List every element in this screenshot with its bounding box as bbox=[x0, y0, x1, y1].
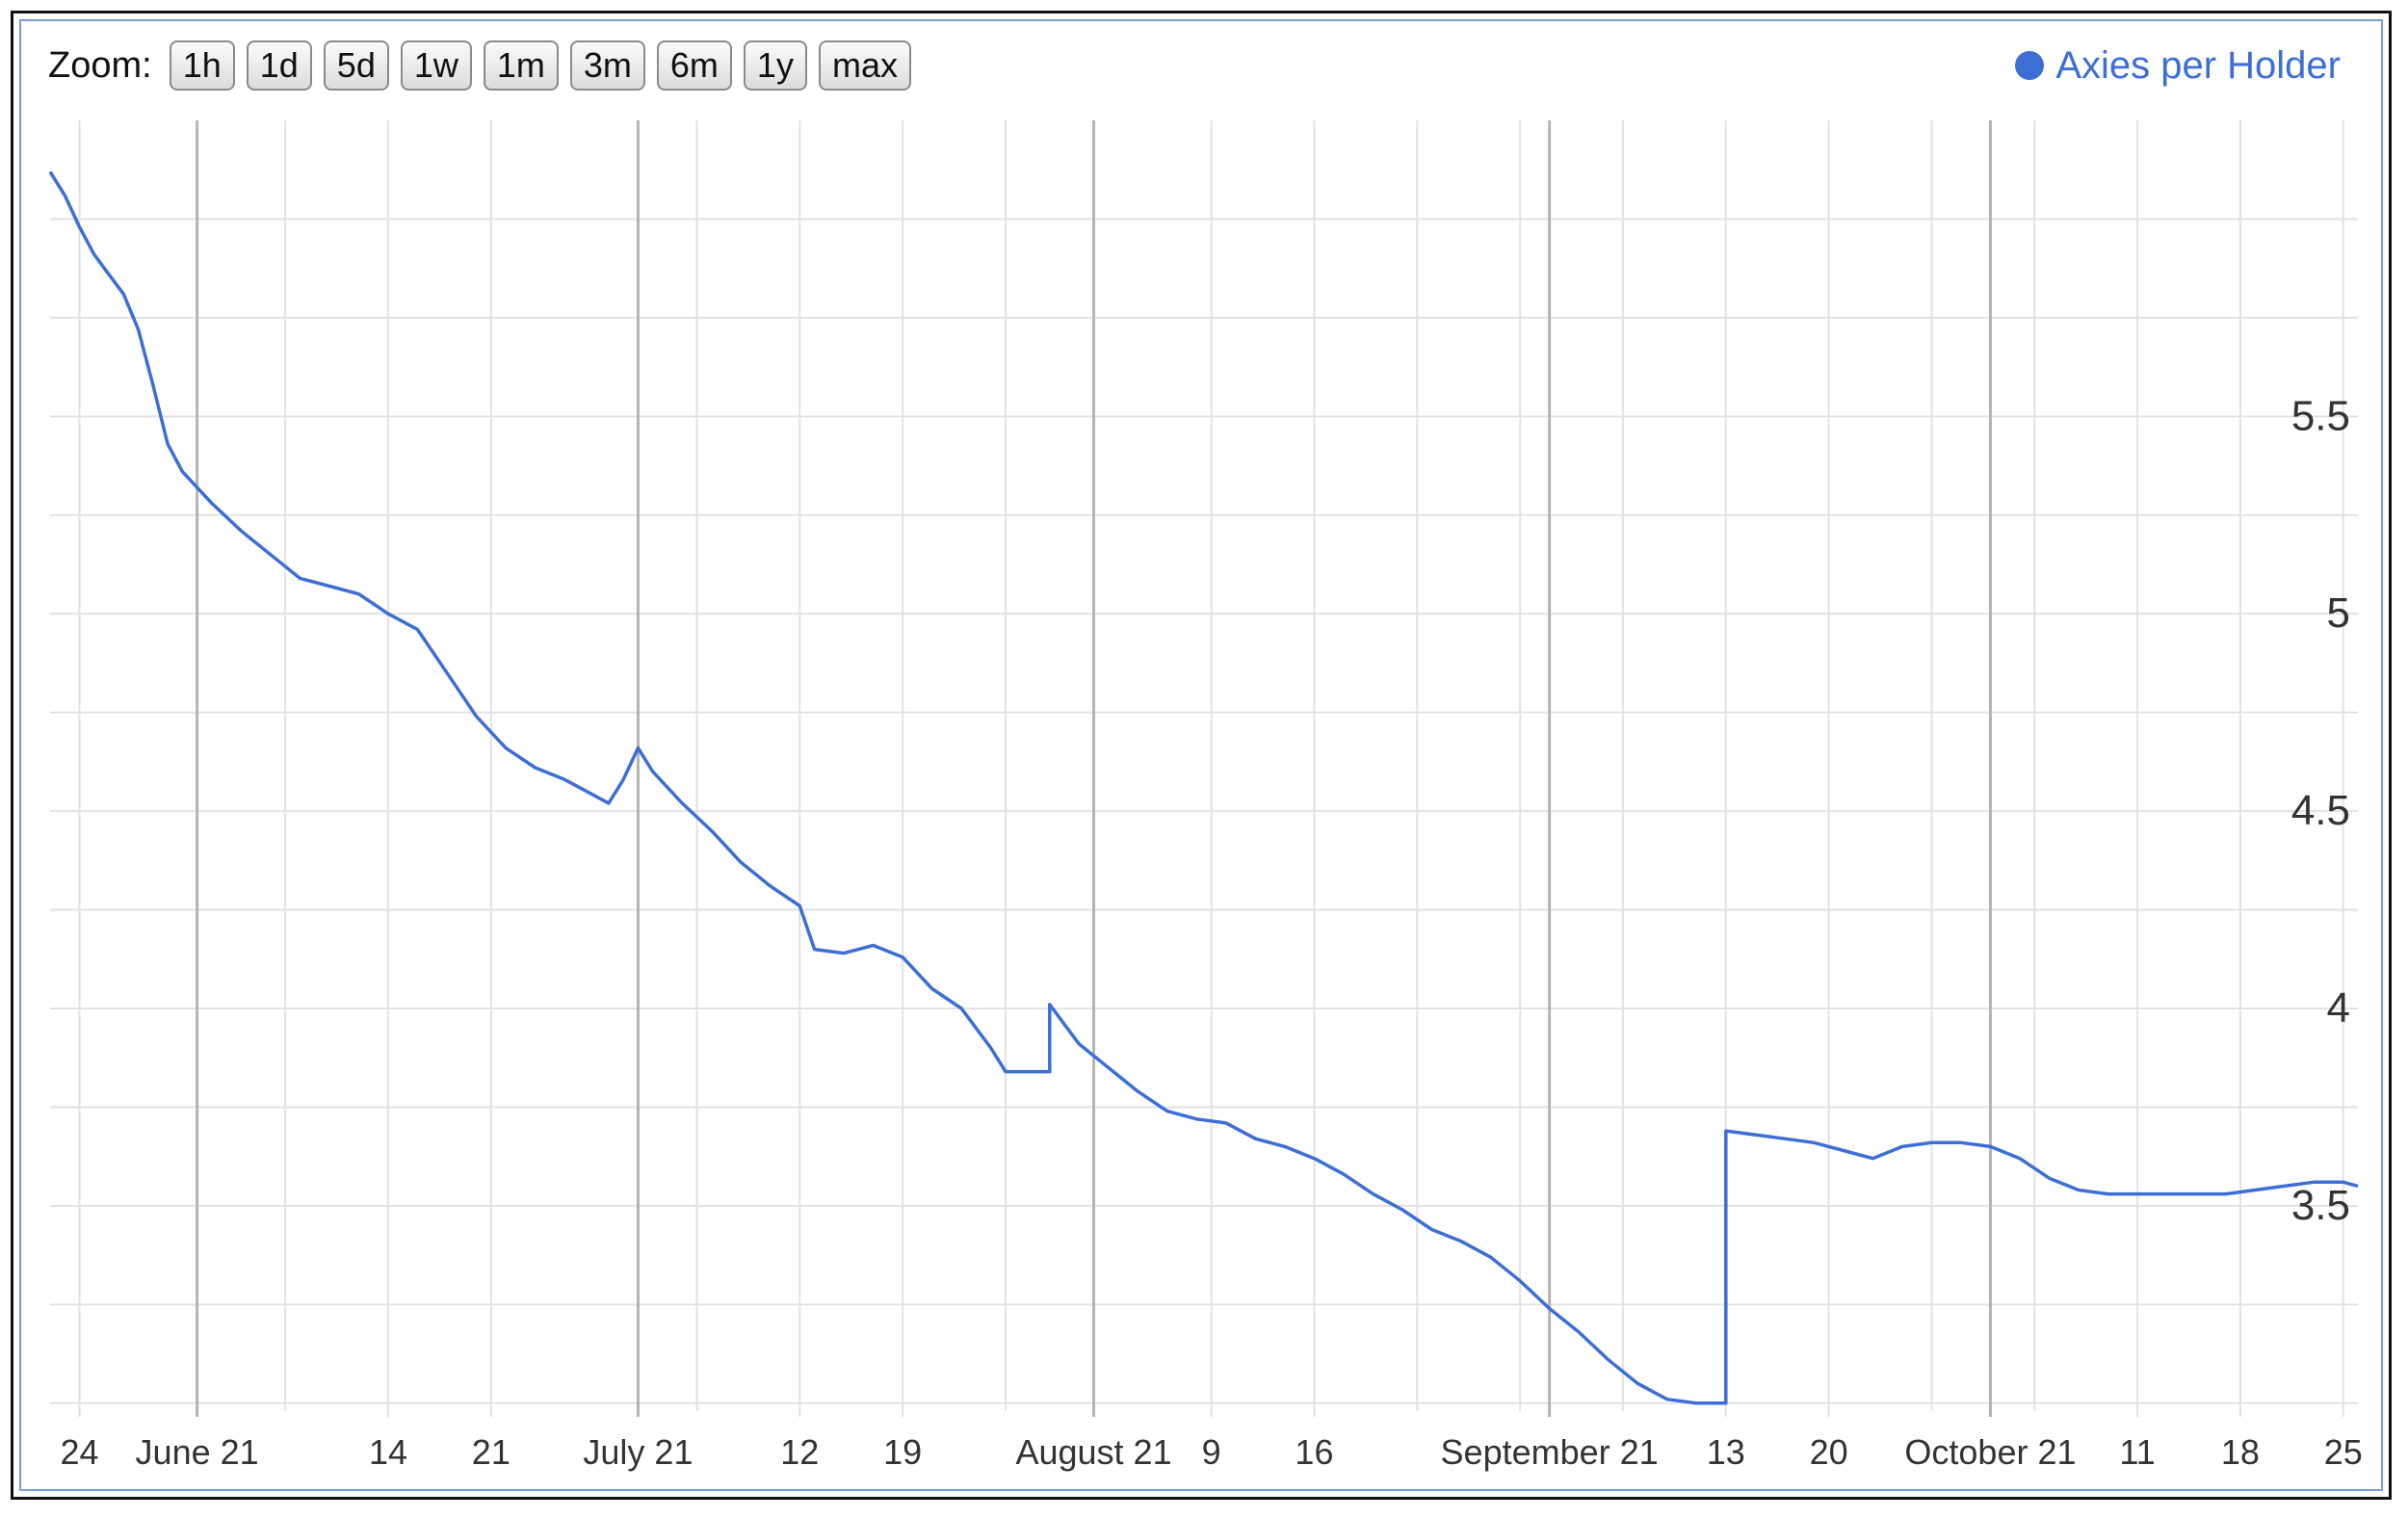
x-tick-label: 21 bbox=[472, 1432, 510, 1472]
y-tick-label: 5 bbox=[2327, 589, 2350, 637]
zoom-6m-button[interactable]: 6m bbox=[656, 40, 732, 91]
x-tick-label: August 21 bbox=[1015, 1432, 1171, 1472]
zoom-5d-button[interactable]: 5d bbox=[323, 40, 389, 91]
x-tick-label: 11 bbox=[2119, 1432, 2155, 1472]
x-tick-label: 24 bbox=[60, 1432, 98, 1472]
x-tick-label: October 21 bbox=[1904, 1432, 2076, 1472]
y-tick-label: 3.5 bbox=[2291, 1182, 2350, 1229]
zoom-1w-button[interactable]: 1w bbox=[400, 40, 472, 91]
x-tick-label: 12 bbox=[780, 1432, 819, 1472]
y-tick-label: 4 bbox=[2327, 984, 2350, 1032]
zoom-label: Zoom: bbox=[48, 44, 152, 86]
zoom-1h-button[interactable]: 1h bbox=[169, 40, 235, 91]
y-tick-label: 4.5 bbox=[2291, 787, 2350, 834]
x-tick-label: 16 bbox=[1295, 1432, 1333, 1472]
y-tick-label: 5.5 bbox=[2291, 392, 2350, 439]
x-tick-label: 20 bbox=[1810, 1432, 1848, 1472]
grid-layer bbox=[50, 120, 2358, 1417]
x-tick-label: July 21 bbox=[583, 1432, 693, 1472]
x-tick-label: 9 bbox=[1202, 1432, 1221, 1472]
x-tick-label: 25 bbox=[2324, 1432, 2363, 1472]
zoom-1y-button[interactable]: 1y bbox=[743, 40, 807, 91]
x-tick-label: June 21 bbox=[136, 1432, 259, 1472]
series-line-0 bbox=[48, 170, 2359, 1405]
chart-inner-frame bbox=[19, 19, 2383, 1491]
zoom-3m-button[interactable]: 3m bbox=[569, 40, 645, 91]
series-layer bbox=[48, 170, 2359, 1405]
chart-outer-frame bbox=[11, 11, 2392, 1500]
label-layer: 5.5 5 4.5 4 3.5 24 June 21 14 21 July 21 12 19 Augus… bbox=[60, 392, 2362, 1472]
x-tick-label: 13 bbox=[1707, 1432, 1745, 1472]
x-tick-label: 18 bbox=[2221, 1432, 2260, 1472]
zoom-1d-button[interactable]: 1d bbox=[246, 40, 312, 91]
zoom-max-button[interactable]: max bbox=[818, 40, 911, 91]
zoom-bar: Zoom: 1h 1d 5d 1w 1m 3m 6m 1y max bbox=[48, 39, 911, 92]
x-tick-label: 14 bbox=[369, 1432, 407, 1472]
x-tick-label: 19 bbox=[883, 1432, 922, 1472]
x-tick-label: September 21 bbox=[1441, 1432, 1659, 1472]
zoom-1m-button[interactable]: 1m bbox=[483, 40, 559, 91]
legend[interactable]: Axies per Holder bbox=[2015, 39, 2341, 92]
legend-dot-icon bbox=[2015, 51, 2045, 80]
legend-label: Axies per Holder bbox=[2055, 43, 2341, 87]
